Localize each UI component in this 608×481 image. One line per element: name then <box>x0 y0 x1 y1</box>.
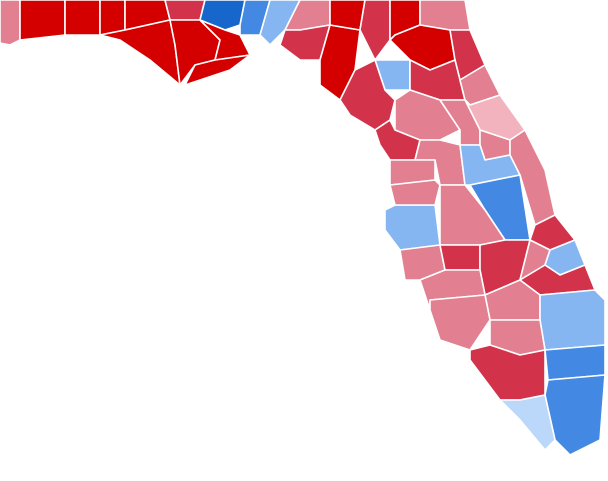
county-region[interactable] <box>164 0 206 21</box>
county-region[interactable] <box>389 159 436 186</box>
county-region[interactable] <box>329 0 366 31</box>
county-region[interactable] <box>99 0 126 36</box>
county-region[interactable] <box>544 374 606 456</box>
county-region[interactable] <box>359 0 391 61</box>
county-region[interactable] <box>199 0 246 31</box>
county-region[interactable] <box>184 54 251 86</box>
county-region[interactable] <box>19 0 66 41</box>
county-region[interactable] <box>384 204 441 251</box>
county-region[interactable] <box>539 289 606 351</box>
county-region[interactable] <box>64 0 101 36</box>
county-region[interactable] <box>259 0 301 46</box>
county-region[interactable] <box>389 179 441 206</box>
county-region[interactable] <box>469 344 546 401</box>
county-region[interactable] <box>429 294 491 351</box>
county-region[interactable] <box>0 0 21 46</box>
counties-layer <box>0 0 606 456</box>
county-region[interactable] <box>499 394 556 451</box>
county-region[interactable] <box>544 344 606 381</box>
county-region[interactable] <box>439 244 481 271</box>
